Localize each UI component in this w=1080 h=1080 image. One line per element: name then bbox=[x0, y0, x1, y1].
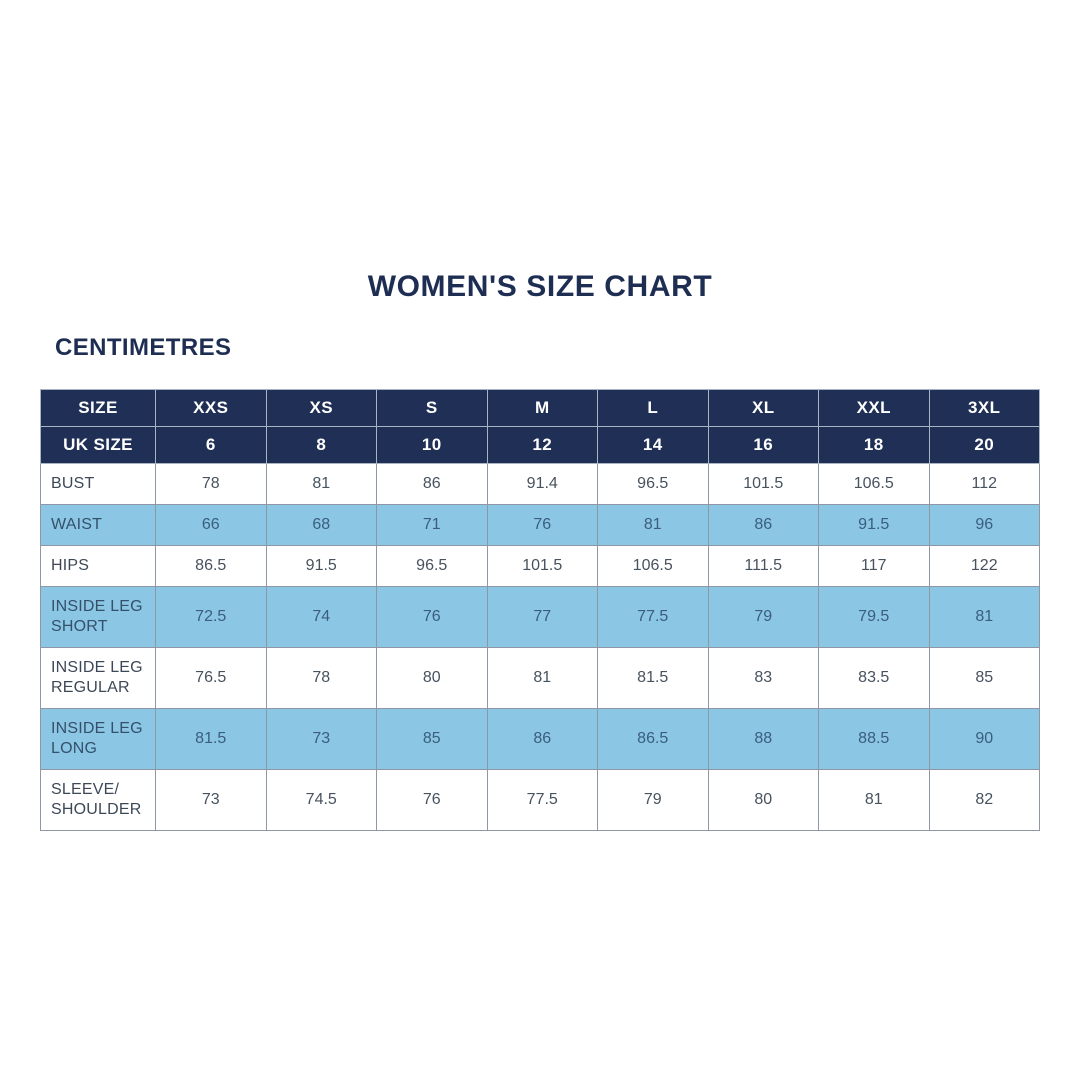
row-label: SLEEVE/​SHOULDER bbox=[40, 769, 156, 831]
row-label: BUST bbox=[40, 463, 156, 505]
row-label: INSIDE LEG SHORT bbox=[40, 586, 156, 648]
size-value-cell: 83.5 bbox=[818, 647, 930, 709]
header-size-cell: 20 bbox=[928, 426, 1040, 464]
size-value-cell: 82 bbox=[928, 769, 1040, 831]
size-value-cell: 88.5 bbox=[818, 708, 930, 770]
size-value-cell: 88 bbox=[707, 708, 819, 770]
size-chart-body: BUST 78 81 86 91.4 96.5 101.5 106.5 112 WAIST 66 68… bbox=[40, 463, 1040, 831]
size-value-cell: 83 bbox=[707, 647, 819, 709]
header-size-cell: XXL bbox=[818, 389, 930, 427]
header-size-cell: M bbox=[486, 389, 598, 427]
table-row: BUST 78 81 86 91.4 96.5 101.5 106.5 112 bbox=[40, 463, 1040, 505]
size-value-cell: 79 bbox=[707, 586, 819, 648]
size-value-cell: 86 bbox=[486, 708, 598, 770]
size-value-cell: 78 bbox=[265, 647, 377, 709]
header-size-cell: 16 bbox=[707, 426, 819, 464]
size-value-cell: 86 bbox=[707, 504, 819, 546]
size-value-cell: 117 bbox=[818, 545, 930, 587]
size-value-cell: 96 bbox=[928, 504, 1040, 546]
size-value-cell: 78 bbox=[155, 463, 267, 505]
size-value-cell: 76 bbox=[486, 504, 598, 546]
size-value-cell: 86 bbox=[376, 463, 488, 505]
size-value-cell: 90 bbox=[928, 708, 1040, 770]
header-size-cell: 14 bbox=[597, 426, 709, 464]
size-value-cell: 76 bbox=[376, 586, 488, 648]
size-chart-table: SIZE XXS XS S M L XL XXL 3XL UK SIZE 6 8 10 12 14 16 18 2… bbox=[40, 389, 1040, 831]
size-value-cell: 96.5 bbox=[597, 463, 709, 505]
size-value-cell: 101.5 bbox=[486, 545, 598, 587]
size-value-cell: 96.5 bbox=[376, 545, 488, 587]
page-title: WOMEN'S SIZE CHART bbox=[367, 270, 713, 303]
table-row: SLEEVE/​SHOULDER 73 74.5 76 77.5 79 80 81 82 bbox=[40, 769, 1040, 831]
size-value-cell: 74 bbox=[265, 586, 377, 648]
header-size-cell: 18 bbox=[818, 426, 930, 464]
size-value-cell: 81.5 bbox=[155, 708, 267, 770]
size-value-cell: 73 bbox=[155, 769, 267, 831]
size-value-cell: 112 bbox=[928, 463, 1040, 505]
table-row: INSIDE LEG REGULAR 76.5 78 80 81 81.5 83 83.5 85 bbox=[40, 647, 1040, 709]
size-value-cell: 81 bbox=[818, 769, 930, 831]
header-size-cell: 10 bbox=[376, 426, 488, 464]
row-label: HIPS bbox=[40, 545, 156, 587]
size-value-cell: 68 bbox=[265, 504, 377, 546]
size-value-cell: 79 bbox=[597, 769, 709, 831]
size-value-cell: 85 bbox=[376, 708, 488, 770]
uk-size-header-row: UK SIZE 6 8 10 12 14 16 18 20 bbox=[40, 426, 1040, 464]
size-value-cell: 86.5 bbox=[155, 545, 267, 587]
header-size-cell: 8 bbox=[265, 426, 377, 464]
size-value-cell: 74.5 bbox=[265, 769, 377, 831]
table-row: WAIST 66 68 71 76 81 86 91.5 96 bbox=[40, 504, 1040, 546]
size-value-cell: 81 bbox=[265, 463, 377, 505]
size-value-cell: 76.5 bbox=[155, 647, 267, 709]
table-row: HIPS 86.5 91.5 96.5 101.5 106.5 111.5 117 122 bbox=[40, 545, 1040, 587]
header-size-cell: XS bbox=[265, 389, 377, 427]
size-value-cell: 81 bbox=[597, 504, 709, 546]
header-size-cell: L bbox=[597, 389, 709, 427]
size-value-cell: 101.5 bbox=[707, 463, 819, 505]
size-value-cell: 66 bbox=[155, 504, 267, 546]
header-size-cell: XL bbox=[707, 389, 819, 427]
size-value-cell: 122 bbox=[928, 545, 1040, 587]
size-value-cell: 77.5 bbox=[486, 769, 598, 831]
size-value-cell: 79.5 bbox=[818, 586, 930, 648]
header-size-cell: 6 bbox=[155, 426, 267, 464]
header-size-cell: 3XL bbox=[928, 389, 1040, 427]
size-chart-header: SIZE XXS XS S M L XL XXL 3XL UK SIZE 6 8 10 12 14 16 18 2… bbox=[40, 389, 1040, 464]
size-value-cell: 111.5 bbox=[707, 545, 819, 587]
row-label: INSIDE LEG LONG bbox=[40, 708, 156, 770]
size-value-cell: 91.5 bbox=[818, 504, 930, 546]
size-value-cell: 86.5 bbox=[597, 708, 709, 770]
size-value-cell: 76 bbox=[376, 769, 488, 831]
size-value-cell: 77 bbox=[486, 586, 598, 648]
header-size-cell: XXS bbox=[155, 389, 267, 427]
size-value-cell: 71 bbox=[376, 504, 488, 546]
size-value-cell: 81 bbox=[486, 647, 598, 709]
row-label: INSIDE LEG REGULAR bbox=[40, 647, 156, 709]
size-value-cell: 77.5 bbox=[597, 586, 709, 648]
units-label: CENTIMETRES bbox=[55, 334, 232, 361]
size-value-cell: 106.5 bbox=[597, 545, 709, 587]
size-value-cell: 85 bbox=[928, 647, 1040, 709]
header-size-cell: S bbox=[376, 389, 488, 427]
size-value-cell: 80 bbox=[707, 769, 819, 831]
size-header-row: SIZE XXS XS S M L XL XXL 3XL bbox=[40, 389, 1040, 427]
size-value-cell: 91.4 bbox=[486, 463, 598, 505]
size-value-cell: 73 bbox=[265, 708, 377, 770]
header-label-cell: SIZE bbox=[40, 389, 156, 427]
size-value-cell: 91.5 bbox=[265, 545, 377, 587]
table-row: INSIDE LEG LONG 81.5 73 85 86 86.5 88 88.5 90 bbox=[40, 708, 1040, 770]
size-value-cell: 106.5 bbox=[818, 463, 930, 505]
row-label: WAIST bbox=[40, 504, 156, 546]
size-value-cell: 72.5 bbox=[155, 586, 267, 648]
size-value-cell: 80 bbox=[376, 647, 488, 709]
size-value-cell: 81.5 bbox=[597, 647, 709, 709]
header-size-cell: 12 bbox=[486, 426, 598, 464]
table-row: INSIDE LEG SHORT 72.5 74 76 77 77.5 79 79.5 81 bbox=[40, 586, 1040, 648]
header-label-cell: UK SIZE bbox=[40, 426, 156, 464]
size-value-cell: 81 bbox=[928, 586, 1040, 648]
